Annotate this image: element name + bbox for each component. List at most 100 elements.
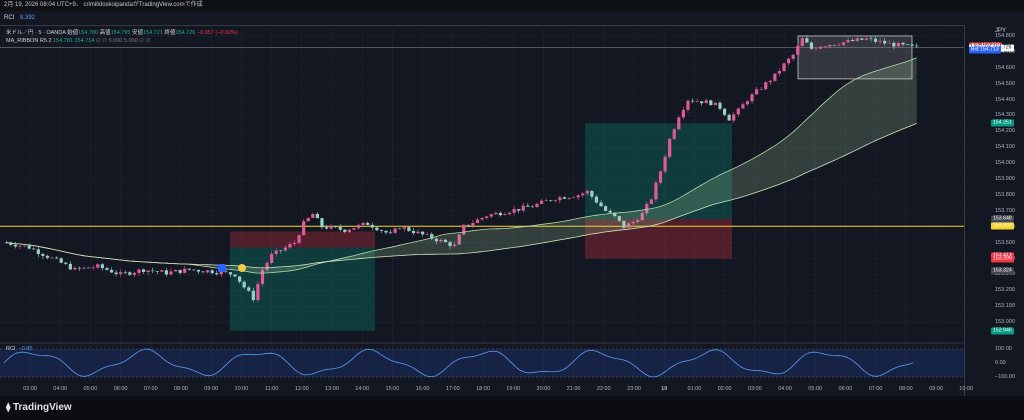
candle [302, 221, 306, 236]
candle [73, 267, 77, 270]
candle [215, 273, 219, 275]
candle [640, 213, 644, 221]
candle [434, 238, 438, 242]
candle [581, 193, 585, 196]
candle [759, 89, 763, 90]
time-tick: 23:00 [627, 386, 641, 392]
candle [9, 242, 13, 245]
candle [768, 80, 772, 83]
candle [750, 94, 754, 102]
candle [242, 281, 246, 288]
time-tick: 15:00 [385, 386, 400, 392]
candle [64, 262, 68, 264]
candle [892, 42, 896, 47]
time-tick: 22:00 [596, 386, 611, 392]
position-2-loss-zone [585, 219, 732, 259]
candle [562, 197, 567, 199]
price-chart[interactable] [0, 0, 964, 396]
legend-symbol[interactable]: 米ドル／円 · 5 · OANDA [6, 30, 66, 36]
candle [777, 71, 782, 74]
candle [41, 253, 45, 256]
top-indicator-value: 8.392 [20, 15, 36, 21]
candle [896, 42, 901, 47]
candle [539, 200, 544, 204]
candle [96, 264, 100, 268]
candle [594, 196, 599, 203]
candle [425, 234, 429, 235]
candle [485, 216, 489, 218]
candle [352, 228, 356, 230]
candle [238, 276, 242, 282]
candle [668, 138, 672, 157]
candle [329, 226, 333, 229]
time-tick: 12:00 [294, 386, 309, 392]
candle [910, 44, 914, 46]
top-indicator-pane[interactable]: RCI 8.392 [0, 11, 1024, 26]
ribbon-label[interactable]: MA_RIBBON R5.2 [6, 38, 52, 44]
price-tick: 154.400 [995, 96, 1015, 103]
candle [915, 45, 919, 47]
price-tick: 153.700 [995, 207, 1015, 214]
candle [119, 272, 123, 274]
candle [155, 271, 159, 272]
candle [77, 267, 82, 269]
candle [288, 243, 292, 248]
candle [800, 38, 804, 46]
candle [837, 44, 841, 46]
candle [228, 272, 233, 275]
candle [324, 227, 329, 229]
candle [901, 42, 905, 45]
candle [164, 270, 169, 275]
candle [45, 255, 50, 258]
time-tick: 05:00 [808, 386, 823, 392]
candle [393, 228, 397, 233]
candle [443, 239, 448, 243]
candle [132, 272, 136, 275]
price-tag-target2: 152.946 [991, 327, 1014, 335]
price-axis[interactable]: JPY 154.800 154.700 154.600 154.500 154.400 1… [964, 25, 1024, 396]
time-axis[interactable]: 03:00 04:00 05:00 06:00 07:00 08:00 09:00 10:00… [0, 383, 973, 395]
candle [151, 270, 155, 272]
candle [654, 182, 658, 200]
price-tick: 153.300 [995, 271, 1015, 278]
candle [782, 63, 786, 72]
candle [219, 271, 223, 275]
tradingview-logo[interactable]: ⧫ TradingView [6, 402, 72, 413]
candle [686, 100, 690, 110]
price-tag-stop2: 153.399 [991, 255, 1014, 263]
candle [384, 230, 388, 233]
candle [590, 190, 594, 197]
candle [832, 44, 836, 46]
candle [809, 42, 814, 49]
candle [690, 100, 695, 102]
candle [489, 214, 493, 217]
time-tick: 07:00 [868, 386, 883, 392]
candle [178, 269, 182, 273]
candle [91, 267, 95, 269]
candle [851, 40, 855, 42]
candle [260, 269, 265, 284]
time-tick: 21:00 [566, 386, 581, 392]
price-tick: 154.000 [995, 160, 1015, 167]
candle [503, 214, 507, 216]
candle [109, 269, 114, 273]
candle [338, 227, 342, 230]
candle [805, 38, 809, 43]
candle [507, 212, 512, 215]
price-tick: 154.600 [995, 64, 1015, 71]
candle [846, 40, 850, 43]
price-tick: 154.800 [995, 32, 1015, 39]
candle [210, 270, 214, 274]
candle [604, 206, 608, 211]
emoji-icon [238, 264, 246, 272]
candle [457, 234, 461, 245]
candle [713, 102, 718, 106]
candle [608, 210, 612, 213]
position-1-loss-zone [230, 231, 375, 248]
candle [558, 197, 562, 201]
candle [361, 222, 365, 225]
candle [645, 203, 649, 214]
candle [535, 203, 539, 207]
candle [334, 226, 338, 228]
candle [205, 270, 210, 273]
